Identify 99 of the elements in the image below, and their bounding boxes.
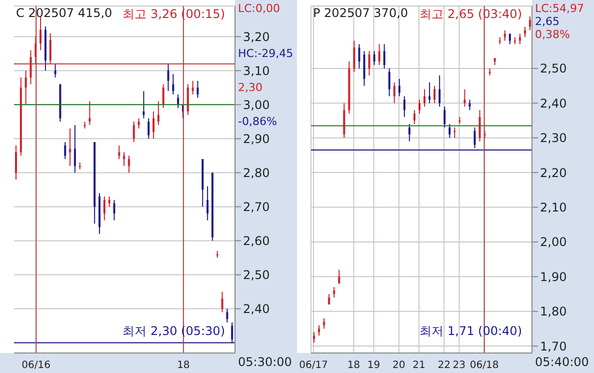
x-tick-label: 18 xyxy=(177,360,190,372)
y-tick-label: 1,80 xyxy=(540,304,567,319)
text: LC:54,97 xyxy=(535,2,584,15)
candlestick xyxy=(518,33,521,45)
text: -0,86% xyxy=(238,114,277,128)
y-tick-label: 3,20 xyxy=(243,30,270,44)
x-tick-label: 23 xyxy=(452,360,466,372)
x-tick-label: 20 xyxy=(392,360,406,372)
candlestick xyxy=(167,63,170,92)
candlestick xyxy=(226,308,228,323)
candlestick xyxy=(353,40,356,72)
y-tick-label: 2,30 xyxy=(540,131,567,146)
x-tick-label: 06/18 xyxy=(470,360,499,372)
text: 2,65 xyxy=(535,15,560,28)
y-tick-label: 2,70 xyxy=(243,200,270,214)
text: 0,38% xyxy=(535,28,570,41)
candlestick xyxy=(40,16,42,51)
candlestick xyxy=(413,110,416,124)
candlestick xyxy=(418,99,420,114)
x-tick-label: 21 xyxy=(412,360,426,372)
candlestick xyxy=(378,44,380,66)
candlestick xyxy=(152,110,155,140)
candlestick xyxy=(69,128,72,166)
candlestick xyxy=(192,80,194,95)
y-tick-label: 2,10 xyxy=(540,200,567,215)
y-tick-label: 2,50 xyxy=(540,62,567,76)
y-tick-label: 1,90 xyxy=(540,270,567,284)
candlestick xyxy=(403,96,406,118)
x-tick-label: 19 xyxy=(367,360,380,372)
candlestick xyxy=(524,26,526,38)
text: 05:40:00 xyxy=(535,355,589,369)
candlestick xyxy=(338,269,340,284)
y-tick-label: 2,50 xyxy=(243,268,270,282)
y-tick-label: 1,70 xyxy=(540,339,567,354)
candlestick xyxy=(142,90,145,119)
candlestick xyxy=(434,85,436,104)
candlestick xyxy=(373,50,376,66)
candlestick xyxy=(231,322,234,344)
y-tick-label: 2,90 xyxy=(243,132,270,146)
candlestick xyxy=(388,68,390,97)
candlestick xyxy=(103,196,106,221)
candlestick xyxy=(49,32,52,64)
candlestick xyxy=(328,294,330,305)
candlestick xyxy=(162,84,164,109)
candlestick xyxy=(383,44,386,69)
y-tick-label: 3,10 xyxy=(243,64,270,78)
candlestick xyxy=(428,82,431,104)
candlestick xyxy=(318,324,320,336)
candlestick xyxy=(74,124,76,174)
x-tick-label: 06/17 xyxy=(299,360,328,372)
candlestick xyxy=(138,118,140,129)
candlestick xyxy=(54,63,56,78)
candlestick xyxy=(221,291,224,313)
x-tick-label: 22 xyxy=(438,360,450,372)
y-tick-label: 2,00 xyxy=(540,235,567,250)
x-tick-label: 18 xyxy=(347,360,360,372)
candlestick xyxy=(393,82,396,104)
chart-title: P 202507 370,0 xyxy=(313,6,408,20)
text: LC:0,00 xyxy=(238,2,280,15)
candlestick xyxy=(186,84,189,116)
candlestick xyxy=(108,196,110,208)
candlestick xyxy=(474,126,476,149)
candlestick xyxy=(408,123,410,142)
candlestick xyxy=(128,155,130,174)
x-tick-label: 06/16 xyxy=(22,360,51,372)
y-tick-label: 2,40 xyxy=(540,96,567,110)
y-tick-label: 2,40 xyxy=(243,302,270,316)
candlestick xyxy=(464,88,466,108)
candlestick xyxy=(313,332,315,344)
candlestick xyxy=(196,80,199,98)
candlestick xyxy=(368,50,370,76)
candlestick xyxy=(454,126,456,138)
text: 05:30:00 xyxy=(238,355,292,369)
candlestick xyxy=(148,118,150,140)
candlestick xyxy=(24,70,27,106)
y-tick-label: 2,60 xyxy=(243,234,270,248)
candlestick xyxy=(30,50,32,85)
candlestick xyxy=(448,123,451,138)
candlestick xyxy=(132,121,135,143)
candlestick xyxy=(398,78,400,97)
candlestick xyxy=(528,16,531,31)
y-tick-label: 2,20 xyxy=(540,166,567,180)
candlestick xyxy=(444,106,446,128)
candlestick xyxy=(172,74,174,95)
candlestick xyxy=(358,44,360,69)
candlestick xyxy=(206,186,209,221)
candlestick xyxy=(333,286,336,298)
y-tick-label: 2,80 xyxy=(243,166,270,180)
text: HC:-29,45 xyxy=(238,46,294,60)
candlestick xyxy=(478,110,481,142)
candlestick xyxy=(438,74,441,108)
candlestick xyxy=(113,199,116,221)
candlestick xyxy=(424,88,426,108)
candlestick xyxy=(123,152,126,166)
candlestick xyxy=(15,144,17,180)
candlestick xyxy=(157,100,160,126)
y-tick-label: 3,00 xyxy=(243,98,270,112)
candlestick xyxy=(468,99,471,111)
candlestick xyxy=(64,142,66,160)
